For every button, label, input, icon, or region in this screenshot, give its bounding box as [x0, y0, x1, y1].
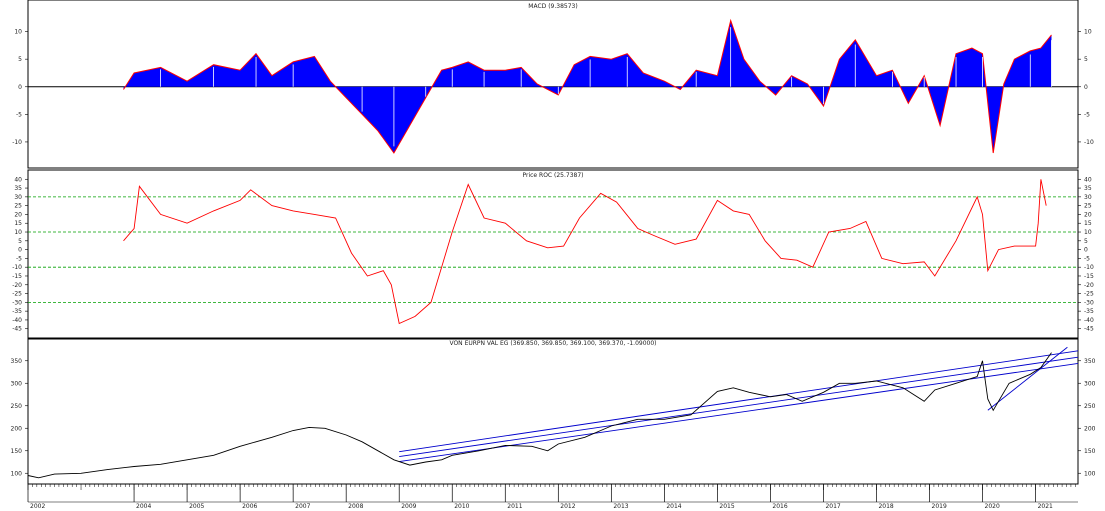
roc-ytick-label-left: -30: [12, 299, 22, 306]
roc-ytick-label-right: -40: [1084, 317, 1094, 324]
macd-ytick-label-left: 5: [18, 56, 22, 63]
x-tick-label: 2013: [613, 503, 628, 510]
roc-ytick-label-right: 25: [1084, 203, 1092, 210]
macd-frame: [27, 0, 1079, 169]
x-tick-label: 2016: [772, 503, 787, 510]
x-tick-label: 2010: [454, 503, 469, 510]
x-tick-label: 2007: [295, 503, 310, 510]
regression-channel-upper: [399, 350, 1079, 453]
roc-ytick-label-left: 25: [14, 203, 22, 210]
x-tick-label: 2004: [136, 503, 151, 510]
roc-ytick-label-left: 20: [14, 211, 22, 218]
roc-ytick-label-left: -35: [12, 308, 22, 315]
price-frame: [27, 338, 1079, 485]
x-tick-label: 2011: [507, 503, 522, 510]
price-ytick-label-right: 200: [1084, 425, 1096, 432]
macd-ytick-label-right: 0: [1084, 84, 1088, 91]
roc-ytick-label-left: -45: [12, 326, 22, 333]
macd-ytick-label-right: -5: [1084, 111, 1090, 118]
macd-line: [123, 18, 1052, 154]
macd-title: MACD (9.38573): [528, 3, 577, 10]
x-tick-label: 2008: [348, 503, 363, 510]
regression-channel-mid: [399, 356, 1079, 458]
x-tick-label: 2006: [242, 503, 257, 510]
roc-ytick-label-right: 35: [1084, 185, 1092, 192]
roc-ytick-label-right: 15: [1084, 220, 1092, 227]
macd-ytick-label-right: 5: [1084, 56, 1088, 63]
roc-ytick-label-left: 10: [14, 229, 22, 236]
x-tick-label: 2014: [666, 503, 681, 510]
price-ytick-label-right: 350: [1084, 358, 1096, 365]
x-tick-label: 2018: [878, 503, 893, 510]
price-ytick-label-left: 250: [11, 403, 23, 410]
price-ytick-label-left: 350: [11, 358, 23, 365]
x-tick-label: 2021: [1038, 503, 1053, 510]
roc-ytick-label-right: -5: [1084, 255, 1090, 262]
x-tick-label: 2020: [985, 503, 1000, 510]
price-ytick-label-right: 150: [1084, 448, 1096, 455]
price-ytick-label-left: 300: [11, 380, 23, 387]
roc-ytick-label-right: 30: [1084, 194, 1092, 201]
price-ytick-label-right: 250: [1084, 403, 1096, 410]
x-tick-label: 2019: [932, 503, 947, 510]
roc-ytick-label-left: -10: [12, 264, 22, 271]
roc-ytick-label-right: 0: [1084, 247, 1088, 254]
roc-ytick-label-right: 40: [1084, 176, 1092, 183]
price-roc-title: Price ROC (25.7387): [522, 172, 583, 179]
macd-ytick-label-left: -10: [12, 139, 22, 146]
trend-line: [987, 346, 1068, 411]
roc-ytick-label-left: 0: [18, 247, 22, 254]
x-tick-label: 2012: [560, 503, 575, 510]
macd-panel: 10 10 5 5 0 0 -5 -5 -10 -10: [12, 0, 1094, 169]
roc-ytick-label-left: 5: [18, 238, 22, 245]
price-ytick-label-left: 150: [11, 448, 23, 455]
roc-line: [123, 179, 1047, 325]
price-ytick-label-left: 100: [11, 470, 23, 477]
roc-ytick-label-right: 5: [1084, 238, 1088, 245]
x-tick-label: 2002: [30, 503, 45, 510]
roc-ytick-label-right: -25: [1084, 291, 1094, 298]
price-line: [27, 352, 1052, 479]
macd-histogram-area: [123, 20, 1052, 153]
roc-ytick-label-right: 20: [1084, 211, 1092, 218]
price-ytick-label-right: 100: [1084, 470, 1096, 477]
roc-ytick-label-left: 40: [14, 176, 22, 183]
price-title: VON EURPN VAL EG (369.850, 369.850, 369.…: [449, 340, 656, 347]
price-ytick-label-left: 200: [11, 425, 23, 432]
x-tick-label: 2009: [401, 503, 416, 510]
roc-ytick-label-left: -5: [16, 255, 22, 262]
roc-ytick-label-left: -15: [12, 273, 22, 280]
roc-ytick-label-right: -15: [1084, 273, 1094, 280]
price-ytick-label-right: 300: [1084, 380, 1096, 387]
roc-ytick-label-right: -35: [1084, 308, 1094, 315]
x-tick-label: 2015: [719, 503, 734, 510]
roc-ytick-label-left: -25: [12, 291, 22, 298]
macd-ytick-label-right: 10: [1084, 29, 1092, 36]
roc-ytick-label-left: -40: [12, 317, 22, 324]
roc-ytick-label-right: -10: [1084, 264, 1094, 271]
roc-ytick-label-left: 15: [14, 220, 22, 227]
macd-ytick-label-right: -10: [1084, 139, 1094, 146]
x-axis: 2002 2004 2005 2006 2007 2008 2009 2010 2011 2012…: [27, 484, 1078, 510]
roc-ytick-label-left: 35: [14, 185, 22, 192]
roc-ytick-label-right: -20: [1084, 282, 1094, 289]
macd-ytick-label-left: -5: [16, 111, 22, 118]
roc-frame: [27, 169, 1079, 339]
macd-ytick-label-left: 0: [18, 84, 22, 91]
macd-ytick-label-left: 10: [14, 29, 22, 36]
x-tick-label: 2017: [825, 503, 840, 510]
price-panel: 350 350 300 300 250 250 200 200 150 150 100 100: [11, 338, 1096, 485]
roc-ytick-label-left: 30: [14, 194, 22, 201]
roc-ytick-label-right: -45: [1084, 326, 1094, 333]
roc-ytick-label-left: -20: [12, 282, 22, 289]
roc-ytick-label-right: 10: [1084, 229, 1092, 236]
roc-ytick-label-right: -30: [1084, 299, 1094, 306]
x-tick-label: 2005: [189, 503, 204, 510]
